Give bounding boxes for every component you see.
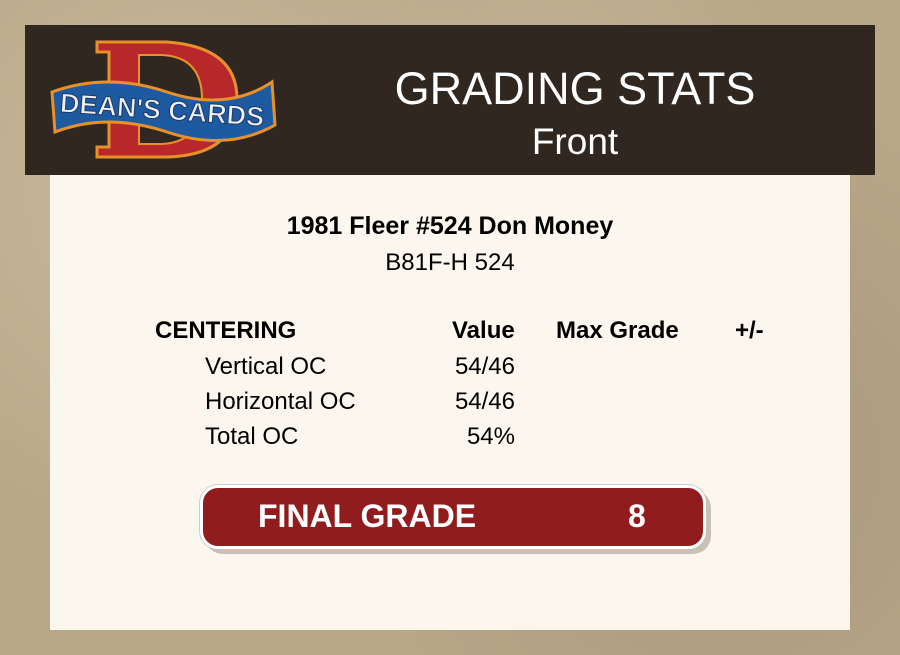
page-title: GRADING STATS [394, 63, 756, 114]
row-value-total: 54% [466, 423, 515, 450]
col-header-centering: CENTERING [155, 317, 297, 344]
final-grade-label: FINAL GRADE [258, 498, 477, 534]
col-header-plus-minus: +/- [735, 317, 764, 344]
final-grade-badge: FINAL GRADE 8 [200, 485, 706, 549]
row-value-horizontal: 54/46 [454, 388, 515, 415]
col-header-max-grade: Max Grade [556, 317, 679, 344]
card-title: 1981 Fleer #524 Don Money [286, 212, 614, 240]
row-label-total: Total OC [205, 423, 299, 450]
row-label-vertical: Vertical OC [205, 353, 327, 380]
deans-cards-logo: DEAN'S CARDS [50, 40, 277, 159]
col-header-value: Value [452, 317, 515, 344]
row-label-horizontal: Horizontal OC [205, 388, 356, 415]
stats-panel: 1981 Fleer #524 Don Money B81F-H 524 CEN… [50, 175, 850, 630]
row-value-vertical: 54/46 [454, 353, 515, 380]
page-subtitle: Front [531, 121, 619, 162]
card-code: B81F-H 524 [385, 249, 515, 276]
final-grade-value: 8 [628, 498, 646, 534]
header-banner: DEAN'S CARDS GRADING STATS Front [25, 25, 875, 175]
